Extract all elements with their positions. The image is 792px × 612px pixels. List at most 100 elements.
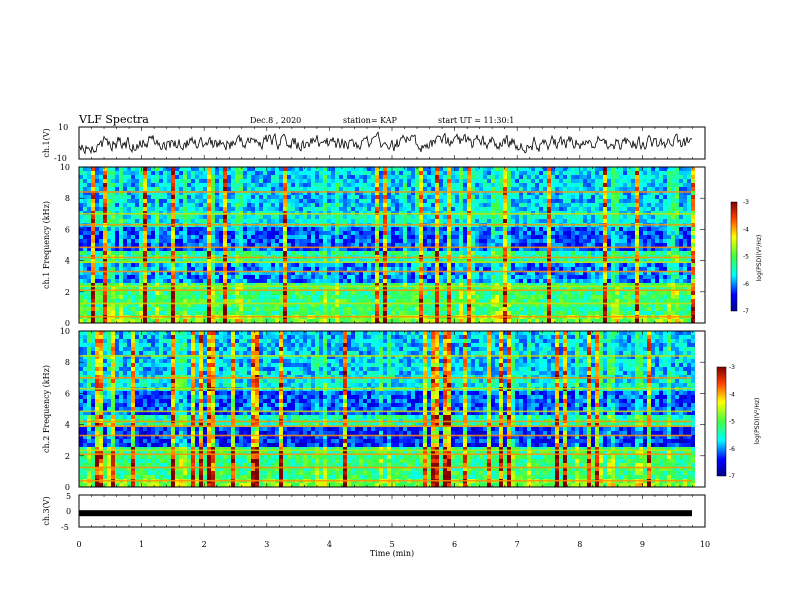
spectrogram-cell	[399, 259, 403, 263]
spectrogram-cell	[559, 219, 563, 223]
spectrogram-cell	[163, 175, 167, 179]
spectrogram-cell	[195, 311, 199, 315]
spectrogram-cell	[351, 219, 355, 223]
spectrogram-cell	[379, 187, 383, 191]
spectrogram-cell	[359, 235, 363, 239]
spectrogram-cell	[539, 299, 543, 303]
spectrogram-cell	[327, 239, 331, 243]
spectrogram-cell	[151, 203, 155, 207]
spectrogram-cell	[243, 259, 247, 263]
spectrogram-cell	[183, 203, 187, 207]
spectrogram-cell	[567, 283, 571, 287]
spectrogram-cell	[295, 175, 299, 179]
spectrogram-cell	[327, 247, 331, 251]
spectrogram-cell	[151, 271, 155, 275]
spectrogram-cell	[399, 287, 403, 291]
spectrogram-cell	[131, 251, 135, 255]
spectrogram-cell	[227, 283, 231, 287]
spectrogram-cell	[375, 271, 379, 275]
spectrogram-cell	[151, 295, 155, 299]
spectrogram-cell	[495, 235, 499, 239]
spectrogram-cell	[87, 307, 91, 311]
spectrogram-cell	[487, 299, 491, 303]
spectrogram-cell	[159, 191, 163, 195]
spectrogram-cell	[551, 279, 555, 283]
spectrogram-cell	[427, 187, 431, 191]
spectrogram-cell	[583, 187, 587, 191]
spectrogram-cell	[423, 319, 427, 323]
spectrogram-cell	[79, 259, 83, 263]
spectrogram-cell	[547, 171, 551, 175]
spectrogram-cell	[203, 167, 207, 171]
spectrogram-cell	[567, 231, 571, 235]
spectrogram-cell	[107, 203, 111, 207]
spectrogram-cell	[287, 247, 291, 251]
spectrogram-cell	[203, 319, 207, 323]
spectrogram-cell	[207, 263, 211, 267]
spectrogram-cell	[499, 239, 503, 243]
spectrogram-cell	[543, 319, 547, 323]
spectrogram-cell	[411, 247, 415, 251]
spectrogram-cell	[311, 251, 315, 255]
spectrogram-cell	[291, 215, 295, 219]
spectrogram-cell	[571, 311, 575, 315]
spectrogram-cell	[167, 195, 171, 199]
spectrogram-cell	[231, 299, 235, 303]
spectrogram-cell	[299, 251, 303, 255]
spectrogram-cell	[83, 283, 87, 287]
spectrogram-cell	[159, 239, 163, 243]
spectrogram-cell	[235, 291, 239, 295]
spectrogram-cell	[431, 307, 435, 311]
spectrogram-cell	[171, 263, 175, 267]
spectrogram-cell	[195, 219, 199, 223]
spectrogram-cell	[479, 247, 483, 251]
spectrogram-cell	[575, 279, 579, 283]
spectrogram-cell	[583, 195, 587, 199]
spectrogram-cell	[135, 231, 139, 235]
spectrogram-cell	[487, 191, 491, 195]
spectrogram-cell	[563, 175, 567, 179]
spectrogram-cell	[219, 295, 223, 299]
spectrogram-cell	[447, 275, 451, 279]
spectrogram-cell	[275, 195, 279, 199]
spectrogram-cell	[483, 263, 487, 267]
spectrogram-cell	[307, 291, 311, 295]
spectrogram-cell	[479, 295, 483, 299]
spectrogram-cell	[91, 295, 95, 299]
spectrogram-cell	[563, 263, 567, 267]
spectrogram-cell	[383, 175, 387, 179]
spectrogram-cell	[383, 179, 387, 183]
spectrogram-cell	[279, 207, 283, 211]
spectrogram-cell	[471, 307, 475, 311]
spectrogram-cell	[527, 239, 531, 243]
spectrogram-cell	[459, 195, 463, 199]
spectrogram-cell	[235, 299, 239, 303]
spectrogram-cell	[371, 283, 375, 287]
spectrogram-cell	[351, 267, 355, 271]
spectrogram-cell	[379, 175, 383, 179]
spectrogram-cell	[563, 239, 567, 243]
spectrogram-cell	[411, 319, 415, 323]
spectrogram-cell	[275, 303, 279, 307]
spectrogram-cell	[115, 199, 119, 203]
spectrogram-cell	[159, 243, 163, 247]
spectrogram-cell	[459, 283, 463, 287]
spectrogram-cell	[387, 303, 391, 307]
spectrogram-cell	[79, 251, 83, 255]
spectrogram-cell	[143, 271, 147, 275]
spectrogram-cell	[315, 195, 319, 199]
spectrogram-cell	[399, 183, 403, 187]
spectrogram-cell	[107, 235, 111, 239]
spectrogram-cell	[111, 267, 115, 271]
spectrogram-cell	[531, 183, 535, 187]
spectrogram-cell	[447, 183, 451, 187]
spectrogram-cell	[191, 235, 195, 239]
spectrogram-cell	[303, 199, 307, 203]
spectrogram-cell	[235, 259, 239, 263]
spectrogram-cell	[223, 179, 227, 183]
spectrogram-cell	[79, 247, 83, 251]
spectrogram-cell	[467, 271, 471, 275]
spectrogram-cell	[275, 243, 279, 247]
spectrogram-cell	[211, 295, 215, 299]
spectrogram-cell	[375, 203, 379, 207]
